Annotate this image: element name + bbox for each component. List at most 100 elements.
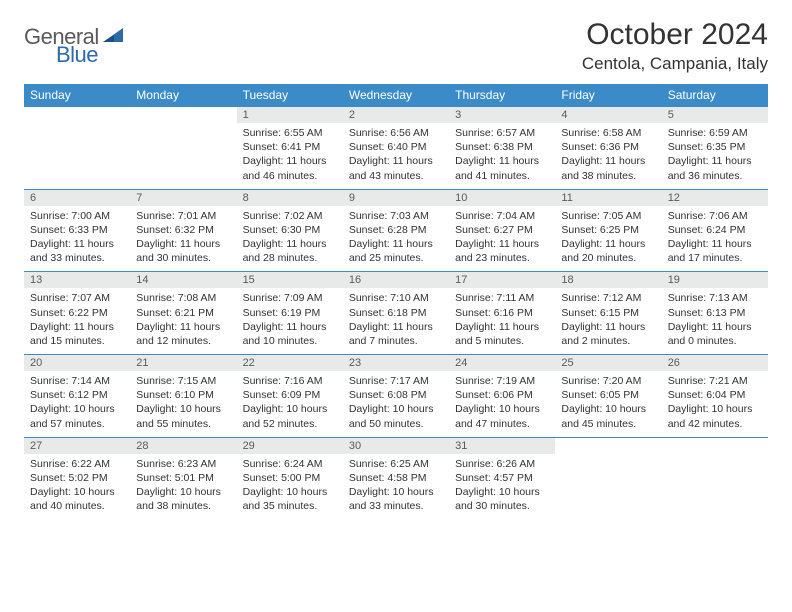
sunrise-line: Sunrise: 7:15 AM: [136, 374, 230, 388]
sunrise-line: Sunrise: 7:02 AM: [243, 209, 337, 223]
sunrise-line: Sunrise: 6:24 AM: [243, 457, 337, 471]
day-number-cell: 16: [343, 272, 449, 289]
day-number-cell: 12: [662, 189, 768, 206]
day-content-cell: Sunrise: 7:02 AMSunset: 6:30 PMDaylight:…: [237, 206, 343, 272]
sunset-line: Sunset: 6:21 PM: [136, 306, 230, 320]
day-content-cell: Sunrise: 7:11 AMSunset: 6:16 PMDaylight:…: [449, 288, 555, 354]
week-content-row: Sunrise: 7:07 AMSunset: 6:22 PMDaylight:…: [24, 288, 768, 354]
sunset-line: Sunset: 6:06 PM: [455, 388, 549, 402]
week-content-row: Sunrise: 7:14 AMSunset: 6:12 PMDaylight:…: [24, 371, 768, 437]
daylight-line: Daylight: 11 hours and 17 minutes.: [668, 237, 762, 265]
logo-triangle-icon: [103, 26, 125, 49]
day-number-cell: 14: [130, 272, 236, 289]
sunset-line: Sunset: 6:15 PM: [561, 306, 655, 320]
day-number-cell: 31: [449, 437, 555, 454]
sunset-line: Sunset: 6:36 PM: [561, 140, 655, 154]
day-content-cell: Sunrise: 7:12 AMSunset: 6:15 PMDaylight:…: [555, 288, 661, 354]
day-content-cell: Sunrise: 7:21 AMSunset: 6:04 PMDaylight:…: [662, 371, 768, 437]
daylight-line: Daylight: 10 hours and 55 minutes.: [136, 402, 230, 430]
daylight-line: Daylight: 11 hours and 33 minutes.: [30, 237, 124, 265]
calendar-page: General October 2024 Centola, Campania, …: [0, 0, 792, 519]
day-content-cell: Sunrise: 6:56 AMSunset: 6:40 PMDaylight:…: [343, 123, 449, 189]
sunset-line: Sunset: 6:09 PM: [243, 388, 337, 402]
day-content-cell: Sunrise: 7:05 AMSunset: 6:25 PMDaylight:…: [555, 206, 661, 272]
sunset-line: Sunset: 6:18 PM: [349, 306, 443, 320]
sunrise-line: Sunrise: 7:10 AM: [349, 291, 443, 305]
sunrise-line: Sunrise: 7:03 AM: [349, 209, 443, 223]
daylight-line: Daylight: 10 hours and 57 minutes.: [30, 402, 124, 430]
sunrise-line: Sunrise: 7:06 AM: [668, 209, 762, 223]
sunset-line: Sunset: 6:13 PM: [668, 306, 762, 320]
day-content-cell: [24, 123, 130, 189]
day-number-cell: [555, 437, 661, 454]
week-content-row: Sunrise: 6:55 AMSunset: 6:41 PMDaylight:…: [24, 123, 768, 189]
calendar-body: 12345Sunrise: 6:55 AMSunset: 6:41 PMDayl…: [24, 107, 768, 520]
sunset-line: Sunset: 5:01 PM: [136, 471, 230, 485]
day-content-cell: Sunrise: 7:10 AMSunset: 6:18 PMDaylight:…: [343, 288, 449, 354]
sunset-line: Sunset: 6:40 PM: [349, 140, 443, 154]
sunrise-line: Sunrise: 7:19 AM: [455, 374, 549, 388]
daylight-line: Daylight: 11 hours and 28 minutes.: [243, 237, 337, 265]
daylight-line: Daylight: 10 hours and 52 minutes.: [243, 402, 337, 430]
sunrise-line: Sunrise: 7:05 AM: [561, 209, 655, 223]
sunrise-line: Sunrise: 7:16 AM: [243, 374, 337, 388]
sunset-line: Sunset: 6:32 PM: [136, 223, 230, 237]
sunrise-line: Sunrise: 7:13 AM: [668, 291, 762, 305]
day-number-cell: 17: [449, 272, 555, 289]
week-content-row: Sunrise: 6:22 AMSunset: 5:02 PMDaylight:…: [24, 454, 768, 520]
sunset-line: Sunset: 4:57 PM: [455, 471, 549, 485]
title-block: October 2024 Centola, Campania, Italy: [582, 18, 768, 74]
day-number-cell: 2: [343, 107, 449, 124]
day-content-cell: Sunrise: 7:20 AMSunset: 6:05 PMDaylight:…: [555, 371, 661, 437]
day-content-cell: Sunrise: 6:59 AMSunset: 6:35 PMDaylight:…: [662, 123, 768, 189]
daylight-line: Daylight: 11 hours and 36 minutes.: [668, 154, 762, 182]
sunset-line: Sunset: 6:16 PM: [455, 306, 549, 320]
day-number-cell: 27: [24, 437, 130, 454]
daylight-line: Daylight: 10 hours and 35 minutes.: [243, 485, 337, 513]
day-content-cell: Sunrise: 7:03 AMSunset: 6:28 PMDaylight:…: [343, 206, 449, 272]
daylight-line: Daylight: 11 hours and 46 minutes.: [243, 154, 337, 182]
logo-text-blue: Blue: [56, 42, 98, 67]
sunrise-line: Sunrise: 7:11 AM: [455, 291, 549, 305]
sunset-line: Sunset: 6:10 PM: [136, 388, 230, 402]
sunset-line: Sunset: 6:24 PM: [668, 223, 762, 237]
sunset-line: Sunset: 6:28 PM: [349, 223, 443, 237]
sunset-line: Sunset: 6:38 PM: [455, 140, 549, 154]
sunrise-line: Sunrise: 6:23 AM: [136, 457, 230, 471]
day-content-cell: Sunrise: 7:09 AMSunset: 6:19 PMDaylight:…: [237, 288, 343, 354]
day-header: Tuesday: [237, 84, 343, 107]
day-content-cell: Sunrise: 6:57 AMSunset: 6:38 PMDaylight:…: [449, 123, 555, 189]
day-number-cell: 28: [130, 437, 236, 454]
day-number-cell: 4: [555, 107, 661, 124]
sunrise-line: Sunrise: 6:55 AM: [243, 126, 337, 140]
day-number-cell: 7: [130, 189, 236, 206]
day-content-cell: [662, 454, 768, 520]
day-number-cell: 26: [662, 355, 768, 372]
sunset-line: Sunset: 6:22 PM: [30, 306, 124, 320]
day-number-cell: 1: [237, 107, 343, 124]
day-header: Thursday: [449, 84, 555, 107]
daylight-line: Daylight: 11 hours and 41 minutes.: [455, 154, 549, 182]
day-number-cell: 15: [237, 272, 343, 289]
day-content-cell: Sunrise: 7:08 AMSunset: 6:21 PMDaylight:…: [130, 288, 236, 354]
daylight-line: Daylight: 10 hours and 47 minutes.: [455, 402, 549, 430]
sunset-line: Sunset: 6:33 PM: [30, 223, 124, 237]
day-content-cell: Sunrise: 7:06 AMSunset: 6:24 PMDaylight:…: [662, 206, 768, 272]
sunset-line: Sunset: 6:19 PM: [243, 306, 337, 320]
sunset-line: Sunset: 6:05 PM: [561, 388, 655, 402]
week-daynum-row: 2728293031: [24, 437, 768, 454]
daylight-line: Daylight: 11 hours and 5 minutes.: [455, 320, 549, 348]
daylight-line: Daylight: 11 hours and 25 minutes.: [349, 237, 443, 265]
day-content-cell: Sunrise: 6:55 AMSunset: 6:41 PMDaylight:…: [237, 123, 343, 189]
day-content-cell: Sunrise: 6:23 AMSunset: 5:01 PMDaylight:…: [130, 454, 236, 520]
day-number-cell: 8: [237, 189, 343, 206]
sunrise-line: Sunrise: 6:22 AM: [30, 457, 124, 471]
day-number-cell: 21: [130, 355, 236, 372]
sunrise-line: Sunrise: 6:58 AM: [561, 126, 655, 140]
day-number-cell: 29: [237, 437, 343, 454]
sunset-line: Sunset: 5:00 PM: [243, 471, 337, 485]
sunrise-line: Sunrise: 6:25 AM: [349, 457, 443, 471]
day-header: Friday: [555, 84, 661, 107]
day-header: Monday: [130, 84, 236, 107]
location: Centola, Campania, Italy: [582, 54, 768, 74]
